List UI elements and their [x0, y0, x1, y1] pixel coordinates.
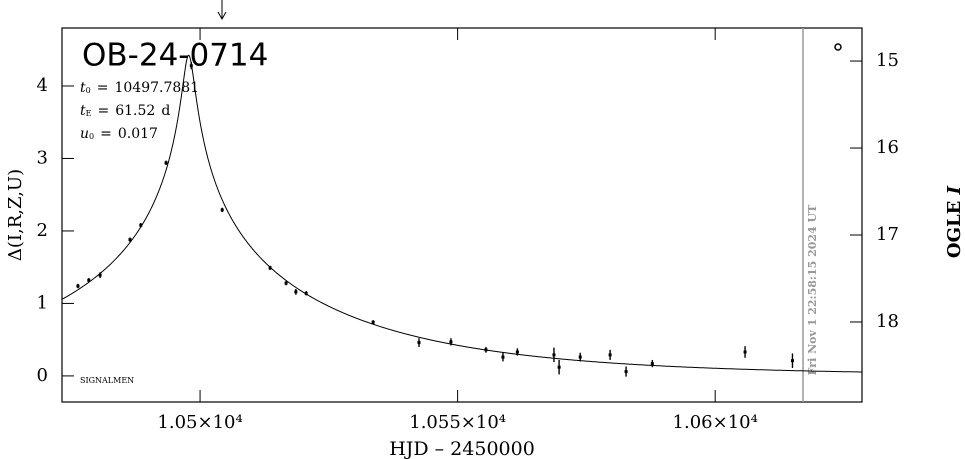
event-arrow — [217, 0, 227, 21]
param-relation: = — [100, 126, 112, 142]
y-axis-label: Δ(I,R,Z,U) — [5, 169, 26, 261]
timestamp: Fri Nov 1 22:58:15 2024 UT — [806, 204, 819, 375]
data-point — [371, 320, 375, 324]
y-tick-label: 4 — [37, 75, 48, 96]
param-symbol: t — [80, 80, 86, 96]
param-relation: = — [97, 80, 109, 96]
data-point — [268, 266, 272, 270]
y2-label-band: I — [944, 185, 965, 195]
plot-frame — [61, 27, 863, 403]
y2-tick-label: 15 — [876, 50, 899, 71]
y2-label-text: OGLE — [944, 194, 965, 258]
data-point — [189, 64, 193, 68]
footnote: SIGNALMEN — [80, 376, 134, 385]
param-subscript: 0 — [89, 132, 94, 141]
y2-tick-label: 18 — [876, 311, 899, 332]
param-relation: = — [97, 103, 109, 119]
data-point — [76, 284, 80, 288]
data-point — [128, 238, 132, 242]
parameter: t0 = 10497.7881 — [80, 80, 199, 96]
y-tick-label: 0 — [37, 365, 48, 386]
param-value: 61.52 — [115, 103, 155, 119]
param-symbol: t — [80, 103, 86, 119]
marker-circle — [834, 43, 842, 51]
chart-title: OB-24-0714 — [82, 38, 268, 74]
data-point — [87, 278, 91, 282]
data-point — [501, 355, 505, 359]
data-point — [284, 281, 288, 285]
y2-tick-label: 17 — [876, 224, 899, 245]
data-point — [484, 348, 488, 352]
data-point — [552, 353, 556, 357]
data-point — [417, 341, 421, 345]
data-point — [449, 340, 453, 344]
param-symbol: u — [80, 126, 89, 142]
x-tick-label: 1.06×10⁴ — [673, 412, 758, 433]
parameter: u0 = 0.017 — [80, 126, 158, 142]
data-point — [304, 291, 308, 295]
param-subscript: 0 — [86, 86, 91, 95]
y2-tick-label: 16 — [876, 137, 899, 158]
param-subscript: E — [86, 109, 92, 118]
data-point — [743, 350, 747, 354]
data-point — [624, 370, 628, 374]
data-point — [98, 273, 102, 277]
y-tick-label: 2 — [37, 220, 48, 241]
y-tick-label: 1 — [37, 292, 48, 313]
param-unit: d — [161, 103, 170, 119]
data-point — [608, 353, 612, 357]
model-curve — [61, 54, 862, 373]
y2-axis-label: OGLE I — [944, 185, 965, 258]
data-point — [164, 161, 168, 165]
x-tick-label: 1.05×10⁴ — [157, 412, 242, 433]
param-value: 10497.7881 — [114, 80, 199, 96]
data-point — [515, 350, 519, 354]
data-point — [294, 290, 298, 294]
param-value: 0.017 — [118, 126, 158, 142]
data-point — [578, 355, 582, 359]
data-point — [220, 208, 224, 212]
parameter: tE = 61.52 d — [80, 103, 170, 119]
x-axis-label: HJD – 2450000 — [389, 438, 535, 459]
y-tick-label: 3 — [37, 147, 48, 168]
data-point — [139, 223, 143, 227]
data-point — [790, 359, 794, 363]
data-point — [557, 365, 561, 369]
x-tick-label: 1.055×10⁴ — [409, 412, 506, 433]
data-point — [650, 362, 654, 366]
